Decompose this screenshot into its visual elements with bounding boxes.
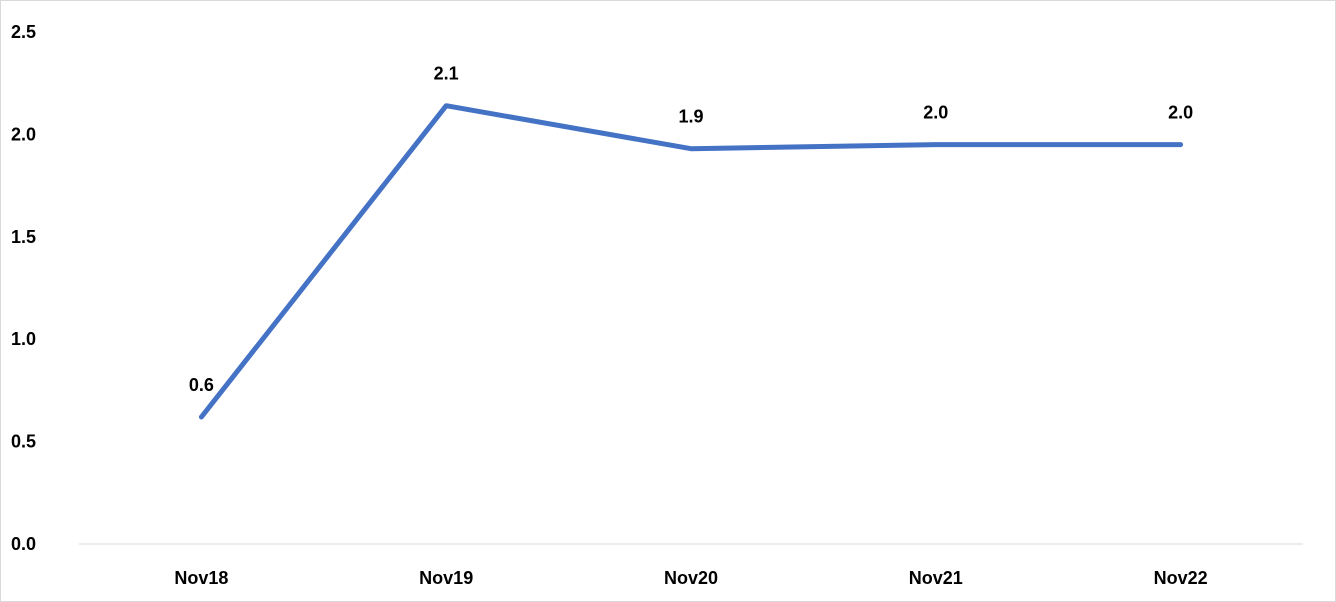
data-label: 1.9 xyxy=(678,107,703,127)
x-tick-label: Nov22 xyxy=(1154,568,1208,588)
y-tick-label: 1.5 xyxy=(11,227,36,247)
y-tick-label: 2.0 xyxy=(11,124,36,144)
data-labels: 0.6 2.1 1.9 2.0 2.0 xyxy=(189,64,1193,395)
x-axis-ticks: Nov18 Nov19 Nov20 Nov21 Nov22 xyxy=(174,568,1207,588)
y-axis-ticks: 0.0 0.5 1.0 1.5 2.0 2.5 xyxy=(11,22,36,554)
y-tick-label: 1.0 xyxy=(11,329,36,349)
data-label: 2.0 xyxy=(1168,103,1193,123)
x-tick-label: Nov19 xyxy=(419,568,473,588)
x-tick-label: Nov18 xyxy=(174,568,228,588)
x-tick-label: Nov20 xyxy=(664,568,718,588)
data-label: 2.0 xyxy=(923,103,948,123)
y-tick-label: 0.0 xyxy=(11,534,36,554)
y-tick-label: 0.5 xyxy=(11,432,36,452)
data-label: 0.6 xyxy=(189,375,214,395)
series-line xyxy=(198,103,1184,420)
x-tick-label: Nov21 xyxy=(909,568,963,588)
data-label: 2.1 xyxy=(434,64,459,84)
y-tick-label: 2.5 xyxy=(11,22,36,42)
